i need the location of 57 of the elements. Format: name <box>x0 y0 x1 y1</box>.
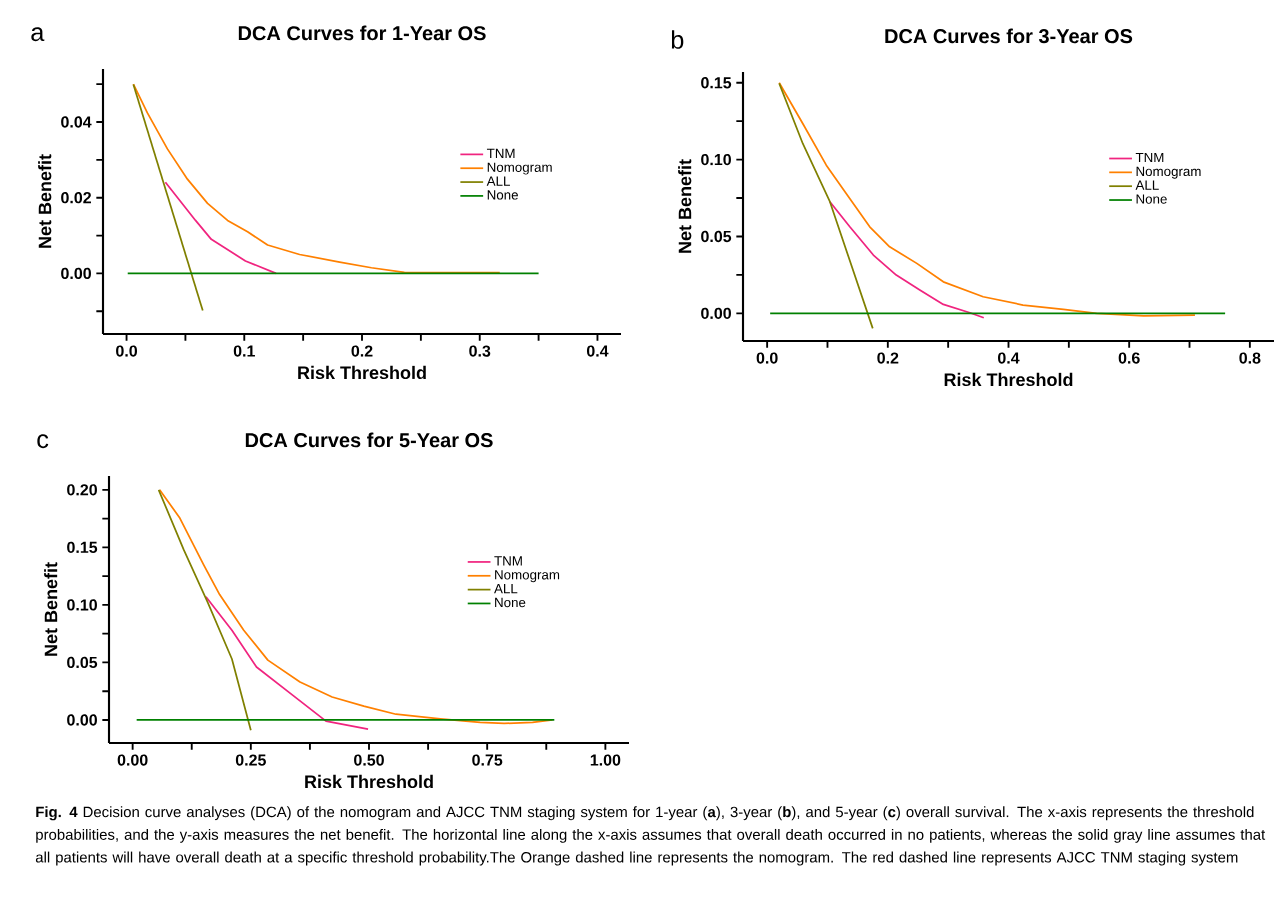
y-tick-label: 0.15 <box>701 77 732 89</box>
y-tick-label: 0.15 <box>67 541 98 553</box>
x-tick-label: 0.3 <box>469 345 491 357</box>
legend-label: Nomogram <box>495 570 560 583</box>
y-axis-title: Net Benefit <box>678 159 692 253</box>
text: Fig. 4 Decision curve analyses (DCA) of the nomogram and AJCC TNM staging system for 1-year (a), 3-year (b), and 5-year (c) overall survival. The x-axis represents the threshold probabilities, and the y-axis measures the net benefit. The horizontal line along the x-axis assumes that overall death occurred in no patients, whereas the solid gray line assumes that all patients will have overall death at a specific threshold probability.The Orange dashed line represents the nomogram. The red dashed line represents AJCC TNM staging system <box>35 806 1266 866</box>
x-tick-label: 0.6 <box>1118 352 1140 364</box>
x-axis-title: Risk Threshold <box>305 774 433 789</box>
legend-label: TNM <box>1135 152 1164 163</box>
legend-label: ALL <box>486 176 510 186</box>
legend-label: ALL <box>1135 180 1159 190</box>
x-axis-title: Risk Threshold <box>298 365 426 380</box>
legend-label: TNM <box>494 556 522 566</box>
x-tick-label: 0.50 <box>354 754 384 766</box>
text: c <box>37 434 49 449</box>
chart-title: DCA Curves for 1-Year OS <box>238 25 486 41</box>
legend-label: Nomogram <box>1136 166 1201 179</box>
y-tick-label: 0.20 <box>67 484 97 496</box>
x-tick-label: 0.1 <box>233 345 255 357</box>
y-tick-label: 0.00 <box>701 307 731 319</box>
y-tick-label: 0.10 <box>67 599 97 611</box>
x-tick-label: 0.4 <box>586 345 609 357</box>
legend-label: TNM <box>486 148 515 158</box>
x-tick-label: 0.75 <box>472 754 503 766</box>
legend-label: None <box>495 597 526 608</box>
x-tick-label: 0.2 <box>877 352 899 364</box>
x-tick-label: 0.25 <box>235 754 266 766</box>
y-tick-label: 0.05 <box>67 656 98 669</box>
y-tick-label: 0.05 <box>701 230 732 243</box>
y-tick-label: 0.00 <box>67 714 97 726</box>
x-tick-label: 0.4 <box>998 352 1020 364</box>
x-axis-title: Risk Threshold <box>944 372 1073 387</box>
y-axis-title: Net Benefit <box>38 154 52 248</box>
text: a <box>31 27 45 42</box>
y-tick-label: 0.04 <box>61 116 92 128</box>
legend-label: None <box>487 190 518 200</box>
line-series <box>157 488 252 732</box>
legend-label: ALL <box>494 584 518 594</box>
y-tick-label: 0.02 <box>61 192 91 204</box>
y-axis-title: Net Benefit <box>44 562 58 656</box>
line-series <box>164 181 277 275</box>
text: b <box>671 30 684 49</box>
line-series <box>205 595 369 731</box>
line-series <box>778 82 874 330</box>
x-tick-label: 0.2 <box>351 345 373 357</box>
x-tick-label: 0.00 <box>117 754 148 766</box>
legend-label: Nomogram <box>487 162 552 175</box>
line-series <box>829 200 985 319</box>
x-tick-label: 1.00 <box>590 754 621 766</box>
y-tick-label: 0.00 <box>61 267 91 280</box>
chart-title: DCA Curves for 5-Year OS <box>245 432 493 448</box>
chart-title: DCA Curves for 3-Year OS <box>885 28 1133 44</box>
legend-label: None <box>1136 194 1167 204</box>
y-tick-label: 0.10 <box>701 153 731 166</box>
x-tick-label: 0.8 <box>1239 352 1261 364</box>
x-tick-label: 0.0 <box>116 345 138 357</box>
x-tick-label: 0.0 <box>756 352 778 364</box>
